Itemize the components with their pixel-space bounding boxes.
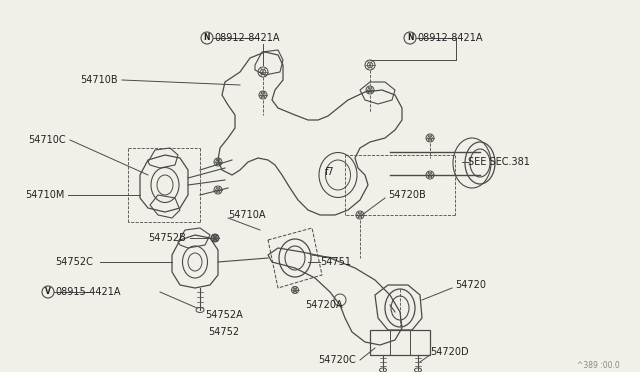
Text: SEE SEC.381: SEE SEC.381 [468, 157, 530, 167]
Text: 54752A: 54752A [205, 310, 243, 320]
Text: 08915-4421A: 08915-4421A [55, 287, 120, 297]
Text: 54720: 54720 [455, 280, 486, 290]
Text: 54710M: 54710M [25, 190, 65, 200]
Text: 54710C: 54710C [28, 135, 66, 145]
Text: V: V [45, 288, 51, 296]
Text: 54752: 54752 [208, 327, 239, 337]
Text: 54710A: 54710A [228, 210, 266, 220]
Text: 08912-8421A: 08912-8421A [214, 33, 280, 43]
Text: N: N [407, 33, 413, 42]
Text: 54752B: 54752B [148, 233, 186, 243]
Text: 54752C: 54752C [55, 257, 93, 267]
Text: 54720A: 54720A [305, 300, 342, 310]
Text: 54720B: 54720B [388, 190, 426, 200]
Text: 54751: 54751 [320, 257, 351, 267]
Text: f7: f7 [325, 167, 335, 177]
Text: 54710B: 54710B [80, 75, 118, 85]
Text: 54720C: 54720C [318, 355, 356, 365]
Text: ^389 :00.0: ^389 :00.0 [577, 360, 620, 369]
Text: 54720D: 54720D [430, 347, 468, 357]
Text: 08912-8421A: 08912-8421A [417, 33, 483, 43]
Text: N: N [204, 33, 211, 42]
